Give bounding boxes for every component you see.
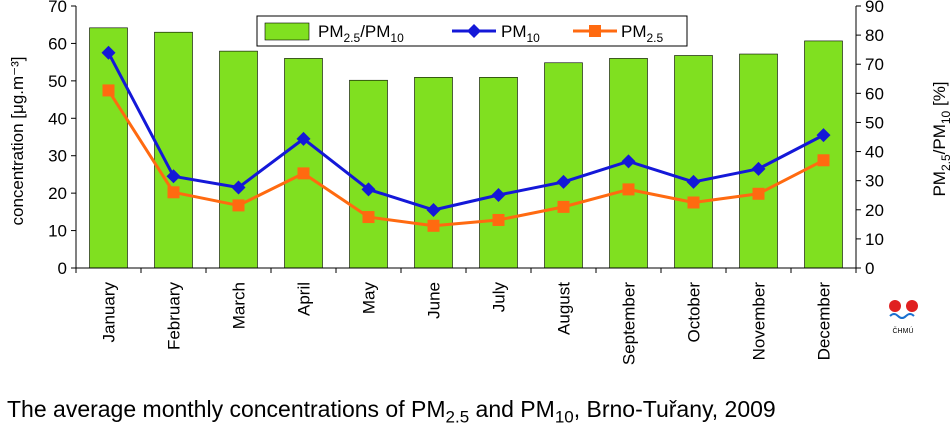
y-right-tick-label: 90	[865, 0, 884, 16]
legend-marker-pm25	[589, 25, 601, 37]
y-right-tick-label: 70	[865, 55, 884, 74]
line-pm2-5	[107, 89, 825, 228]
point-pm2-5-may	[362, 211, 375, 224]
bar-july	[479, 77, 518, 269]
point-pm2-5-june	[427, 219, 440, 232]
logo-text: ČHMÚ	[893, 326, 914, 335]
point-pm10-january	[101, 45, 116, 60]
bar-june	[414, 77, 453, 269]
point-pm2-5-september	[622, 183, 635, 196]
point-pm2-5-january	[102, 84, 115, 97]
point-pm2-5-february	[167, 186, 180, 199]
point-pm10-april	[296, 131, 311, 146]
line-pm10	[107, 52, 825, 212]
x-tick-label-april: April	[295, 282, 314, 316]
legend-label-pm10: PM10	[501, 22, 540, 45]
legend: PM2.5/PM10 PM10 PM2.5	[256, 15, 688, 47]
chmu-logo: ČHMÚ	[889, 300, 918, 335]
axes	[71, 5, 861, 273]
logo-wave	[889, 313, 915, 319]
point-pm2-5-october	[687, 196, 700, 209]
point-pm2-5-december	[817, 154, 830, 167]
legend-label-pm25: PM2.5	[621, 22, 664, 45]
category-labels: January February March April May June July Augu…	[100, 282, 834, 366]
point-pm10-march	[231, 180, 246, 195]
x-tick-label-march: March	[230, 282, 249, 329]
point-pm10-august	[556, 174, 571, 189]
y-left-tick-label: 60	[48, 34, 67, 53]
legend-marker-pm10	[467, 24, 481, 38]
y-left-axis-title: concentration [μg.m⁻³]	[8, 56, 27, 225]
y-right-tick-label: 50	[865, 113, 884, 132]
x-tick-label-december: December	[815, 282, 834, 361]
point-pm10-february	[166, 169, 181, 184]
bar-may	[349, 79, 388, 269]
y-left-tick-label: 40	[48, 109, 67, 128]
tick-labels: 0 10 20 30 40 50 60 70 0 10 20 30 40 50 60 70 80 90	[48, 0, 884, 278]
legend-swatch-ratio	[264, 22, 310, 41]
bar-march	[219, 50, 258, 269]
y-right-tick-label: 20	[865, 201, 884, 220]
point-pm2-5-november	[752, 187, 765, 200]
bar-august	[544, 62, 583, 269]
point-pm2-5-march	[232, 199, 245, 212]
y-right-tick-label: 60	[865, 84, 884, 103]
bar-january	[89, 27, 128, 269]
y-right-axis-title: PM2.5/PM10 [%]	[930, 81, 950, 196]
x-tick-label-february: February	[165, 282, 184, 351]
y-left-tick-label: 0	[58, 259, 67, 278]
y-left-axis-unit: [μg.m⁻³]	[8, 56, 27, 118]
legend-label-ratio: PM2.5/PM10	[318, 22, 404, 45]
line-series	[101, 45, 831, 232]
y-right-tick-label: 10	[865, 230, 884, 249]
y-left-tick-label: 50	[48, 72, 67, 91]
x-tick-label-november: November	[750, 282, 769, 361]
y-left-tick-label: 10	[48, 222, 67, 241]
point-pm10-september	[621, 154, 636, 169]
x-tick-label-january: January	[100, 282, 119, 343]
x-tick-label-september: September	[620, 282, 639, 365]
x-tick-label-october: October	[685, 282, 704, 343]
point-pm10-may	[361, 182, 376, 197]
x-tick-label-july: July	[490, 282, 509, 313]
point-pm2-5-april	[297, 167, 310, 180]
figure-caption: The average monthly concentrations of PM…	[7, 396, 776, 427]
logo-dot-right	[906, 300, 918, 312]
y-left-tick-label: 20	[48, 184, 67, 203]
y-left-tick-label: 70	[48, 0, 67, 16]
bar-october	[674, 55, 713, 269]
x-tick-label-may: May	[360, 282, 379, 315]
y-left-axis-label: concentration	[8, 123, 27, 225]
point-pm2-5-july	[492, 213, 505, 226]
point-pm10-october	[686, 174, 701, 189]
y-right-tick-label: 80	[865, 26, 884, 45]
point-pm10-december	[816, 128, 831, 143]
bar-series-pm-ratio	[89, 27, 843, 269]
y-right-tick-label: 0	[865, 259, 874, 278]
x-tick-label-june: June	[425, 282, 444, 319]
x-tick-label-august: August	[555, 282, 574, 335]
logo-dot-left	[889, 300, 901, 312]
y-right-axis-unit: [%]	[930, 81, 949, 106]
point-pm10-june	[426, 202, 441, 217]
point-pm10-november	[751, 161, 766, 176]
y-left-tick-label: 30	[48, 147, 67, 166]
y-right-tick-label: 30	[865, 172, 884, 191]
y-right-tick-label: 40	[865, 143, 884, 162]
point-pm2-5-august	[557, 200, 570, 213]
bar-april	[284, 58, 323, 269]
point-pm10-july	[491, 188, 506, 203]
